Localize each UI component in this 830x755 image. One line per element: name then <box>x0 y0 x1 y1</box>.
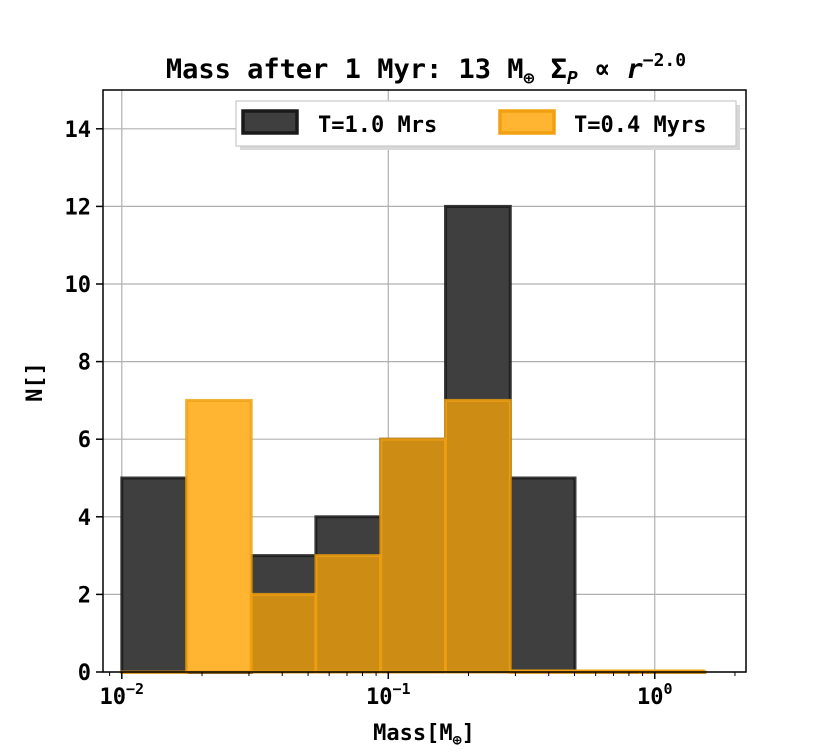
x-tick-label: 10−2 <box>100 680 145 710</box>
x-axis-label-close: ] <box>462 721 475 746</box>
y-tick-label: 8 <box>78 351 91 376</box>
y-tick-label: 0 <box>78 661 91 686</box>
chart-title-sigma: Σ <box>534 54 567 85</box>
bar-dark <box>508 476 577 674</box>
chart-title-propto: ∝ <box>578 54 627 85</box>
y-axis-label: N[] <box>23 362 48 402</box>
bar-orange <box>379 437 448 674</box>
legend-swatch-orange <box>498 109 556 135</box>
axes-frame <box>102 89 747 673</box>
legend-swatch-dark <box>241 109 299 135</box>
bar-orange <box>185 398 253 674</box>
y-axis-ticks: 0 2 4 6 8 10 12 14 <box>65 118 103 686</box>
chart-title-r: r <box>626 54 643 85</box>
chart-title-exponent: −2.0 <box>643 50 686 71</box>
legend-label-dark: T=1.0 Mrs <box>318 113 437 138</box>
y-tick-label: 14 <box>65 118 92 143</box>
bar-orange <box>444 398 512 674</box>
y-tick-label: 4 <box>78 506 91 531</box>
chart-title-main: Mass after 1 Myr: 13 M <box>166 54 524 85</box>
y-tick-label: 2 <box>78 583 91 608</box>
series-orange-bars <box>120 398 707 674</box>
chart-title-sigma-subscript: P <box>567 68 578 89</box>
y-tick-label: 10 <box>65 273 92 298</box>
chart-title-earth-symbol: ⊕ <box>524 68 535 89</box>
y-tick-label: 12 <box>65 195 92 220</box>
bar-dark <box>120 476 189 674</box>
legend-box <box>235 100 737 147</box>
x-axis-label-main: Mass[M <box>373 721 452 746</box>
plot-frame <box>102 89 747 673</box>
legend-label-orange: T=0.4 Myrs <box>574 113 706 138</box>
bar-orange <box>314 554 383 674</box>
x-tick-label: 10−1 <box>366 680 411 710</box>
y-tick-label: 6 <box>78 428 91 453</box>
x-tick-label: 100 <box>637 680 673 710</box>
chart-title: Mass after 1 Myr: 13 M⊕ ΣP ∝ r−2.0 <box>166 50 686 89</box>
x-axis-ticks: 10−2 10−1 100 <box>100 672 736 710</box>
x-axis-label: Mass[M⊕] <box>373 721 475 749</box>
legend: T=1.0 Mrs T=0.4 Myrs <box>235 100 740 150</box>
bar-orange <box>249 592 318 674</box>
x-axis-label-earth-symbol: ⊕ <box>453 731 462 749</box>
